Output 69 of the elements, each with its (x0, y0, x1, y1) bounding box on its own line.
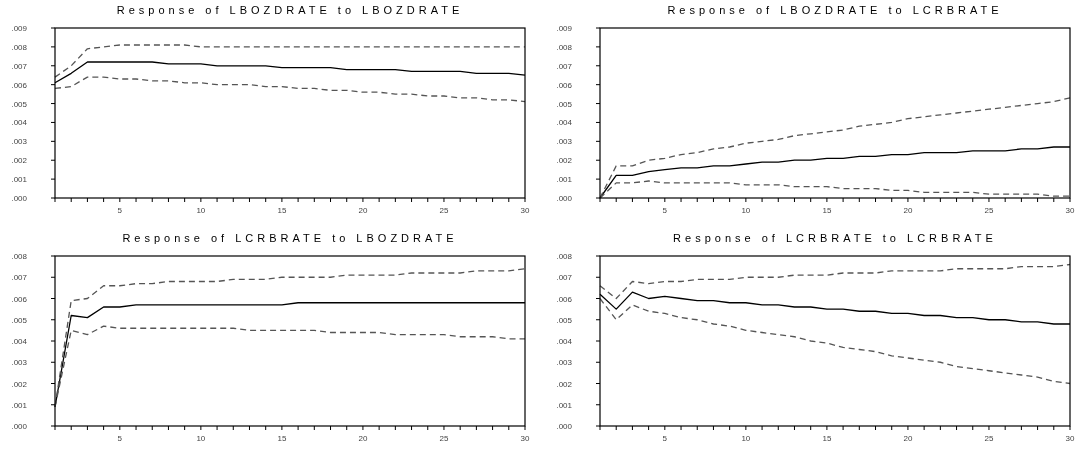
y-tick-label: .004 (556, 337, 573, 346)
y-tick-label: .007 (11, 61, 28, 71)
y-tick-label: .002 (11, 156, 28, 166)
line-series (599, 297, 1071, 385)
chart-title: Response of LCRBRATE to LBOZDRATE (122, 232, 458, 244)
y-tick-label: .008 (11, 252, 28, 261)
chart-title: Response of LCRBRATE to LCRBRATE (673, 232, 997, 244)
y-tick-label: .004 (11, 337, 28, 346)
y-tick-label: .009 (11, 24, 28, 33)
y-tick-label: .000 (11, 422, 28, 431)
x-tick-label: 10 (741, 206, 751, 215)
y-tick-label: .003 (556, 137, 573, 147)
y-tick-label: .006 (11, 80, 28, 90)
y-tick-label: .002 (556, 156, 573, 166)
y-tick-label: .006 (11, 294, 28, 304)
y-tick-label: .008 (556, 42, 573, 52)
y-tick-label: .001 (11, 400, 28, 410)
y-tick-label: .000 (556, 194, 573, 203)
y-tick-label: .006 (556, 80, 573, 90)
y-tick-label: .007 (556, 61, 573, 71)
x-tick-label: 30 (1065, 206, 1075, 215)
y-tick-label: .003 (11, 137, 28, 147)
y-tick-label: .004 (11, 118, 28, 128)
chart-title: Response of LBOZDRATE to LCRBRATE (667, 4, 1003, 16)
y-tick-label: .005 (11, 99, 28, 109)
y-tick-label: .004 (556, 118, 573, 128)
y-tick-label: .005 (556, 315, 573, 325)
x-tick-label: 20 (903, 206, 913, 215)
y-tick-label: .003 (556, 358, 573, 368)
y-tick-label: .002 (11, 379, 28, 389)
line-series (54, 76, 526, 103)
y-tick-label: .001 (556, 400, 573, 410)
x-tick-label: 20 (358, 206, 368, 215)
x-tick-label: 30 (520, 434, 530, 443)
y-tick-label: .008 (11, 42, 28, 52)
y-tick-label: .001 (556, 175, 573, 185)
y-tick-label: .000 (11, 194, 28, 203)
x-tick-label: 5 (117, 434, 123, 443)
x-tick-label: 15 (277, 434, 287, 443)
x-tick-label: 25 (984, 206, 994, 215)
y-tick-label: .007 (11, 273, 28, 283)
x-tick-label: 5 (117, 206, 123, 215)
x-tick-label: 30 (1065, 434, 1075, 443)
y-tick-label: .008 (556, 252, 573, 261)
y-tick-label: .006 (556, 294, 573, 304)
x-tick-label: 15 (822, 206, 832, 215)
y-tick-label: .007 (556, 273, 573, 283)
x-tick-label: 25 (439, 206, 449, 215)
x-tick-label: 10 (741, 434, 751, 443)
x-tick-label: 25 (984, 434, 994, 443)
y-tick-label: .005 (11, 315, 28, 325)
y-tick-label: .002 (556, 379, 573, 389)
x-tick-label: 30 (520, 206, 530, 215)
x-tick-label: 15 (822, 434, 832, 443)
x-tick-label: 10 (196, 434, 206, 443)
chart-title: Response of LBOZDRATE to LBOZDRATE (116, 4, 464, 16)
y-tick-label: .005 (556, 99, 573, 109)
x-tick-label: 5 (662, 206, 668, 215)
x-tick-label: 25 (439, 434, 449, 443)
y-tick-label: .000 (556, 422, 573, 431)
line-series (599, 263, 1071, 300)
x-tick-label: 5 (662, 434, 668, 443)
y-tick-label: .009 (556, 24, 573, 33)
x-tick-label: 20 (358, 434, 368, 443)
x-tick-label: 15 (277, 206, 287, 215)
y-tick-label: .001 (11, 175, 28, 185)
y-tick-label: .003 (11, 358, 28, 368)
x-tick-label: 10 (196, 206, 206, 215)
x-tick-label: 20 (903, 434, 913, 443)
